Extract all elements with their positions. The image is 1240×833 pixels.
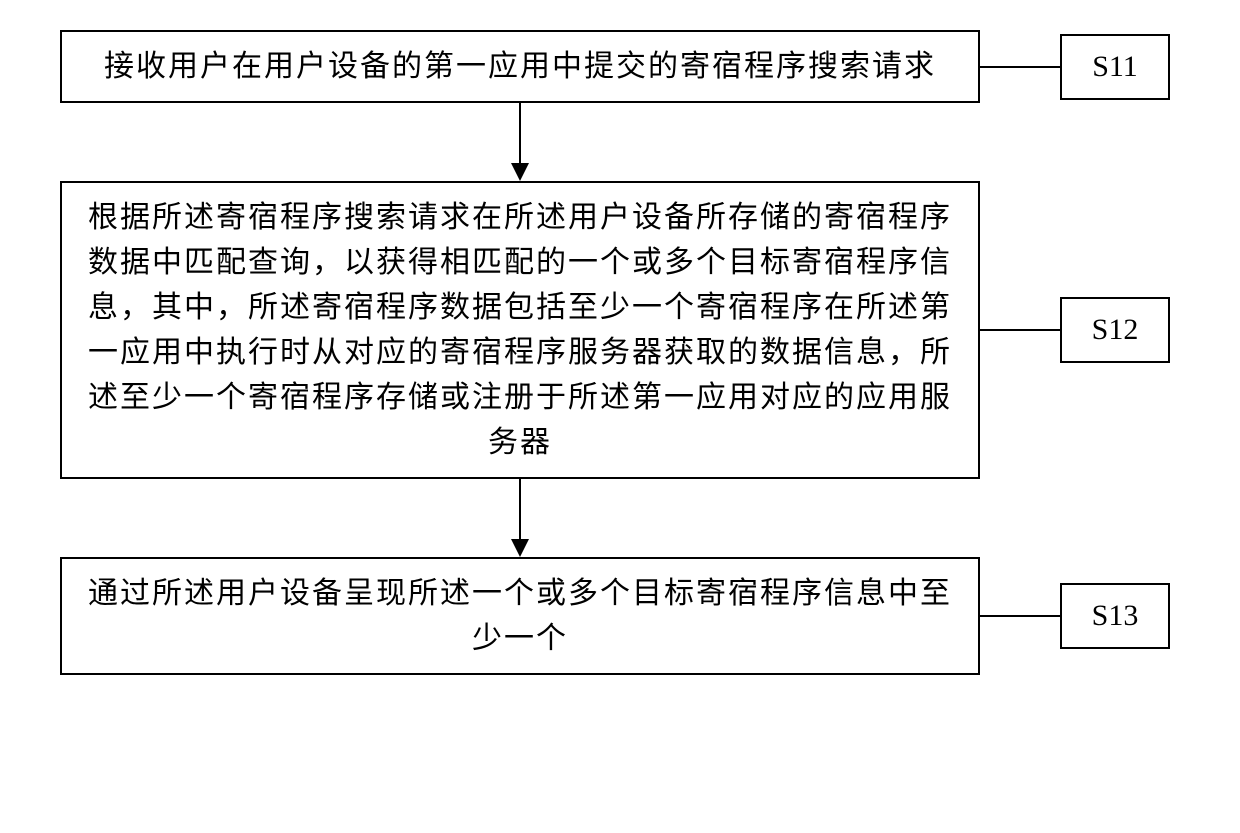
step-label-s13: S13	[1060, 583, 1170, 649]
connector-line	[980, 329, 1060, 331]
step-text: 根据所述寄宿程序搜索请求在所述用户设备所存储的寄宿程序数据中匹配查询，以获得相匹…	[82, 195, 958, 465]
step-text: 通过所述用户设备呈现所述一个或多个目标寄宿程序信息中至少一个	[82, 571, 958, 661]
step-box-s12: 根据所述寄宿程序搜索请求在所述用户设备所存储的寄宿程序数据中匹配查询，以获得相匹…	[60, 181, 980, 479]
flowchart-step: 根据所述寄宿程序搜索请求在所述用户设备所存储的寄宿程序数据中匹配查询，以获得相匹…	[60, 181, 1180, 479]
connector-line	[980, 66, 1060, 68]
flowchart-step: 接收用户在用户设备的第一应用中提交的寄宿程序搜索请求 S11	[60, 30, 1180, 103]
flowchart-container: 接收用户在用户设备的第一应用中提交的寄宿程序搜索请求 S11 根据所述寄宿程序搜…	[60, 30, 1180, 675]
step-label-s11: S11	[1060, 34, 1170, 100]
step-box-s11: 接收用户在用户设备的第一应用中提交的寄宿程序搜索请求	[60, 30, 980, 103]
step-text: 接收用户在用户设备的第一应用中提交的寄宿程序搜索请求	[104, 44, 936, 89]
connector-line	[980, 615, 1060, 617]
flowchart-step: 通过所述用户设备呈现所述一个或多个目标寄宿程序信息中至少一个 S13	[60, 557, 1180, 675]
step-box-s13: 通过所述用户设备呈现所述一个或多个目标寄宿程序信息中至少一个	[60, 557, 980, 675]
arrow-container	[60, 103, 980, 181]
arrow-container	[60, 479, 980, 557]
step-label-s12: S12	[1060, 297, 1170, 363]
arrow-down-icon	[505, 103, 535, 181]
arrow-down-icon	[505, 479, 535, 557]
